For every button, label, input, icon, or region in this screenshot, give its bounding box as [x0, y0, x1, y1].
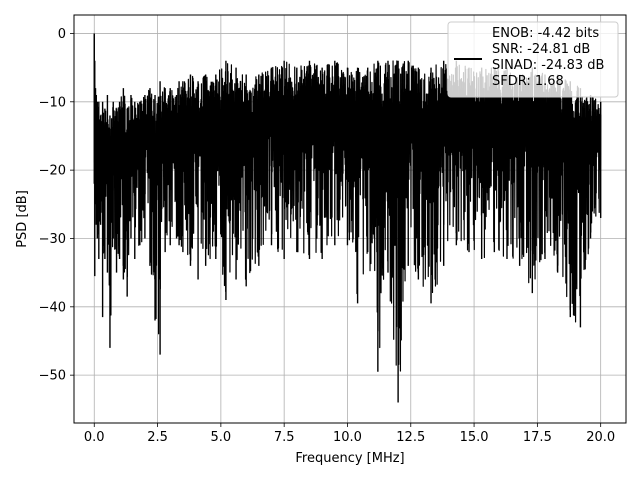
y-tick-label: 0	[58, 27, 66, 42]
y-axis: 0 −10 −20 −30 −40 −50	[39, 27, 74, 384]
x-tick-label: 10.0	[333, 430, 362, 445]
x-tick-label: 7.5	[274, 430, 295, 445]
legend-enob: ENOB: -4.42 bits	[492, 26, 599, 41]
legend: ENOB: -4.42 bits SNR: -24.81 dB SINAD: -…	[447, 21, 619, 98]
x-axis: 0.0 2.5 5.0 7.5 10.0 12.5 15.0 17.5 20.0	[84, 423, 615, 445]
y-tick-label: −40	[39, 300, 66, 315]
x-tick-label: 15.0	[460, 430, 489, 445]
legend-sinad: SINAD: -24.83 dB	[492, 58, 604, 73]
x-tick-label: 12.5	[396, 430, 425, 445]
y-tick-label: −10	[39, 95, 66, 110]
x-tick-label: 5.0	[211, 430, 232, 445]
legend-sfdr: SFDR: 1.68	[492, 74, 564, 89]
x-tick-label: 2.5	[147, 430, 168, 445]
x-tick-label: 17.5	[523, 430, 552, 445]
y-tick-label: −50	[39, 369, 66, 384]
plot-frame	[73, 14, 627, 424]
x-axis-label: Frequency [MHz]	[295, 451, 404, 466]
legend-box	[447, 21, 619, 98]
y-tick-label: −30	[39, 232, 66, 247]
legend-snr: SNR: -24.81 dB	[492, 42, 590, 57]
y-axis-label: PSD [dB]	[15, 190, 30, 248]
y-tick-label: −20	[39, 164, 66, 179]
x-tick-label: 20.0	[586, 430, 615, 445]
series-layer	[93, 33, 602, 403]
x-tick-label: 0.0	[84, 430, 105, 445]
